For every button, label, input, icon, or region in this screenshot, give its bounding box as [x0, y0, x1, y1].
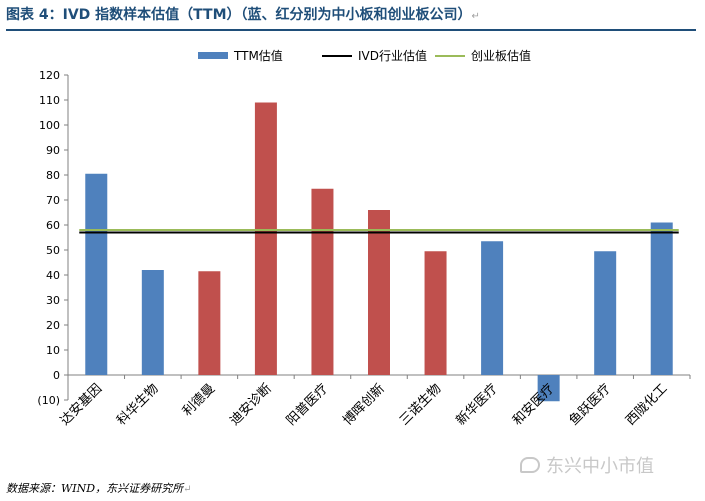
y-tick-label: 0	[53, 369, 60, 382]
source-note: 数据来源：WIND，东兴证券研究所↵	[6, 480, 192, 498]
y-tick-label: 30	[46, 294, 60, 307]
chart-title: 图表 4：IVD 指数样本估值（TTM）（蓝、红分别为中小板和创业板公司）↵	[6, 4, 696, 26]
x-category-label: 阳普医疗	[284, 381, 331, 428]
y-tick-label: 90	[46, 144, 60, 157]
source-text: 数据来源：WIND，东兴证券研究所	[6, 482, 184, 495]
bar	[650, 222, 673, 375]
legend-label: 创业板估值	[471, 48, 531, 63]
y-tick-label: 70	[46, 194, 60, 207]
x-category-label: 达安基因	[58, 381, 105, 428]
bar	[198, 271, 221, 375]
y-tick-label: 40	[46, 269, 60, 282]
bar	[537, 375, 560, 402]
return-mark: ↵	[183, 484, 192, 495]
bar	[368, 210, 390, 375]
wechat-icon	[520, 457, 540, 473]
bar	[481, 241, 504, 375]
legend-label: TTM估值	[233, 48, 283, 63]
title-divider	[6, 29, 696, 31]
x-category-label: 博晖创新	[340, 381, 388, 429]
y-tick-label: 80	[46, 169, 60, 182]
bar	[141, 270, 164, 375]
x-category-label: 和安医疗	[510, 381, 557, 428]
bar	[424, 251, 447, 375]
chart-area: 120 110 100 90 80 70 60 50 40 30 20 10 0 (10) 达安基因 科华生物…	[2, 34, 705, 474]
y-tick-label: 10	[46, 344, 60, 357]
x-category-label: 利德曼	[180, 381, 218, 419]
title-text: 图表 4：IVD 指数样本估值（TTM）（蓝、红分别为中小板和创业板公司）	[6, 7, 472, 23]
x-category-label: 鱼跃医疗	[566, 381, 614, 429]
x-category-label: 迪安诊断	[227, 381, 274, 428]
legend-label: IVD行业估值	[358, 48, 427, 63]
bar	[594, 251, 617, 375]
y-tick-label: 20	[46, 319, 60, 332]
y-tick-label: 120	[39, 69, 60, 82]
watermark-text: 东兴中小市值	[546, 456, 654, 477]
bar	[85, 173, 108, 375]
watermark: 东兴中小市值	[520, 452, 654, 478]
y-tick-label: 60	[46, 219, 60, 232]
bar	[254, 102, 277, 375]
return-mark: ↵	[471, 11, 480, 22]
y-tick-label: 50	[46, 244, 60, 257]
y-tick-label: (10)	[37, 394, 60, 407]
x-category-label: 科华生物	[114, 381, 161, 428]
x-category-label: 新华医疗	[453, 381, 501, 429]
y-tick-label: 100	[39, 119, 60, 132]
x-category-label: 西陇化工	[623, 381, 670, 428]
x-category-label: 三诺生物	[397, 381, 444, 428]
legend-swatch-bar	[198, 52, 228, 59]
bar	[311, 188, 334, 375]
y-tick-label: 110	[39, 94, 60, 107]
